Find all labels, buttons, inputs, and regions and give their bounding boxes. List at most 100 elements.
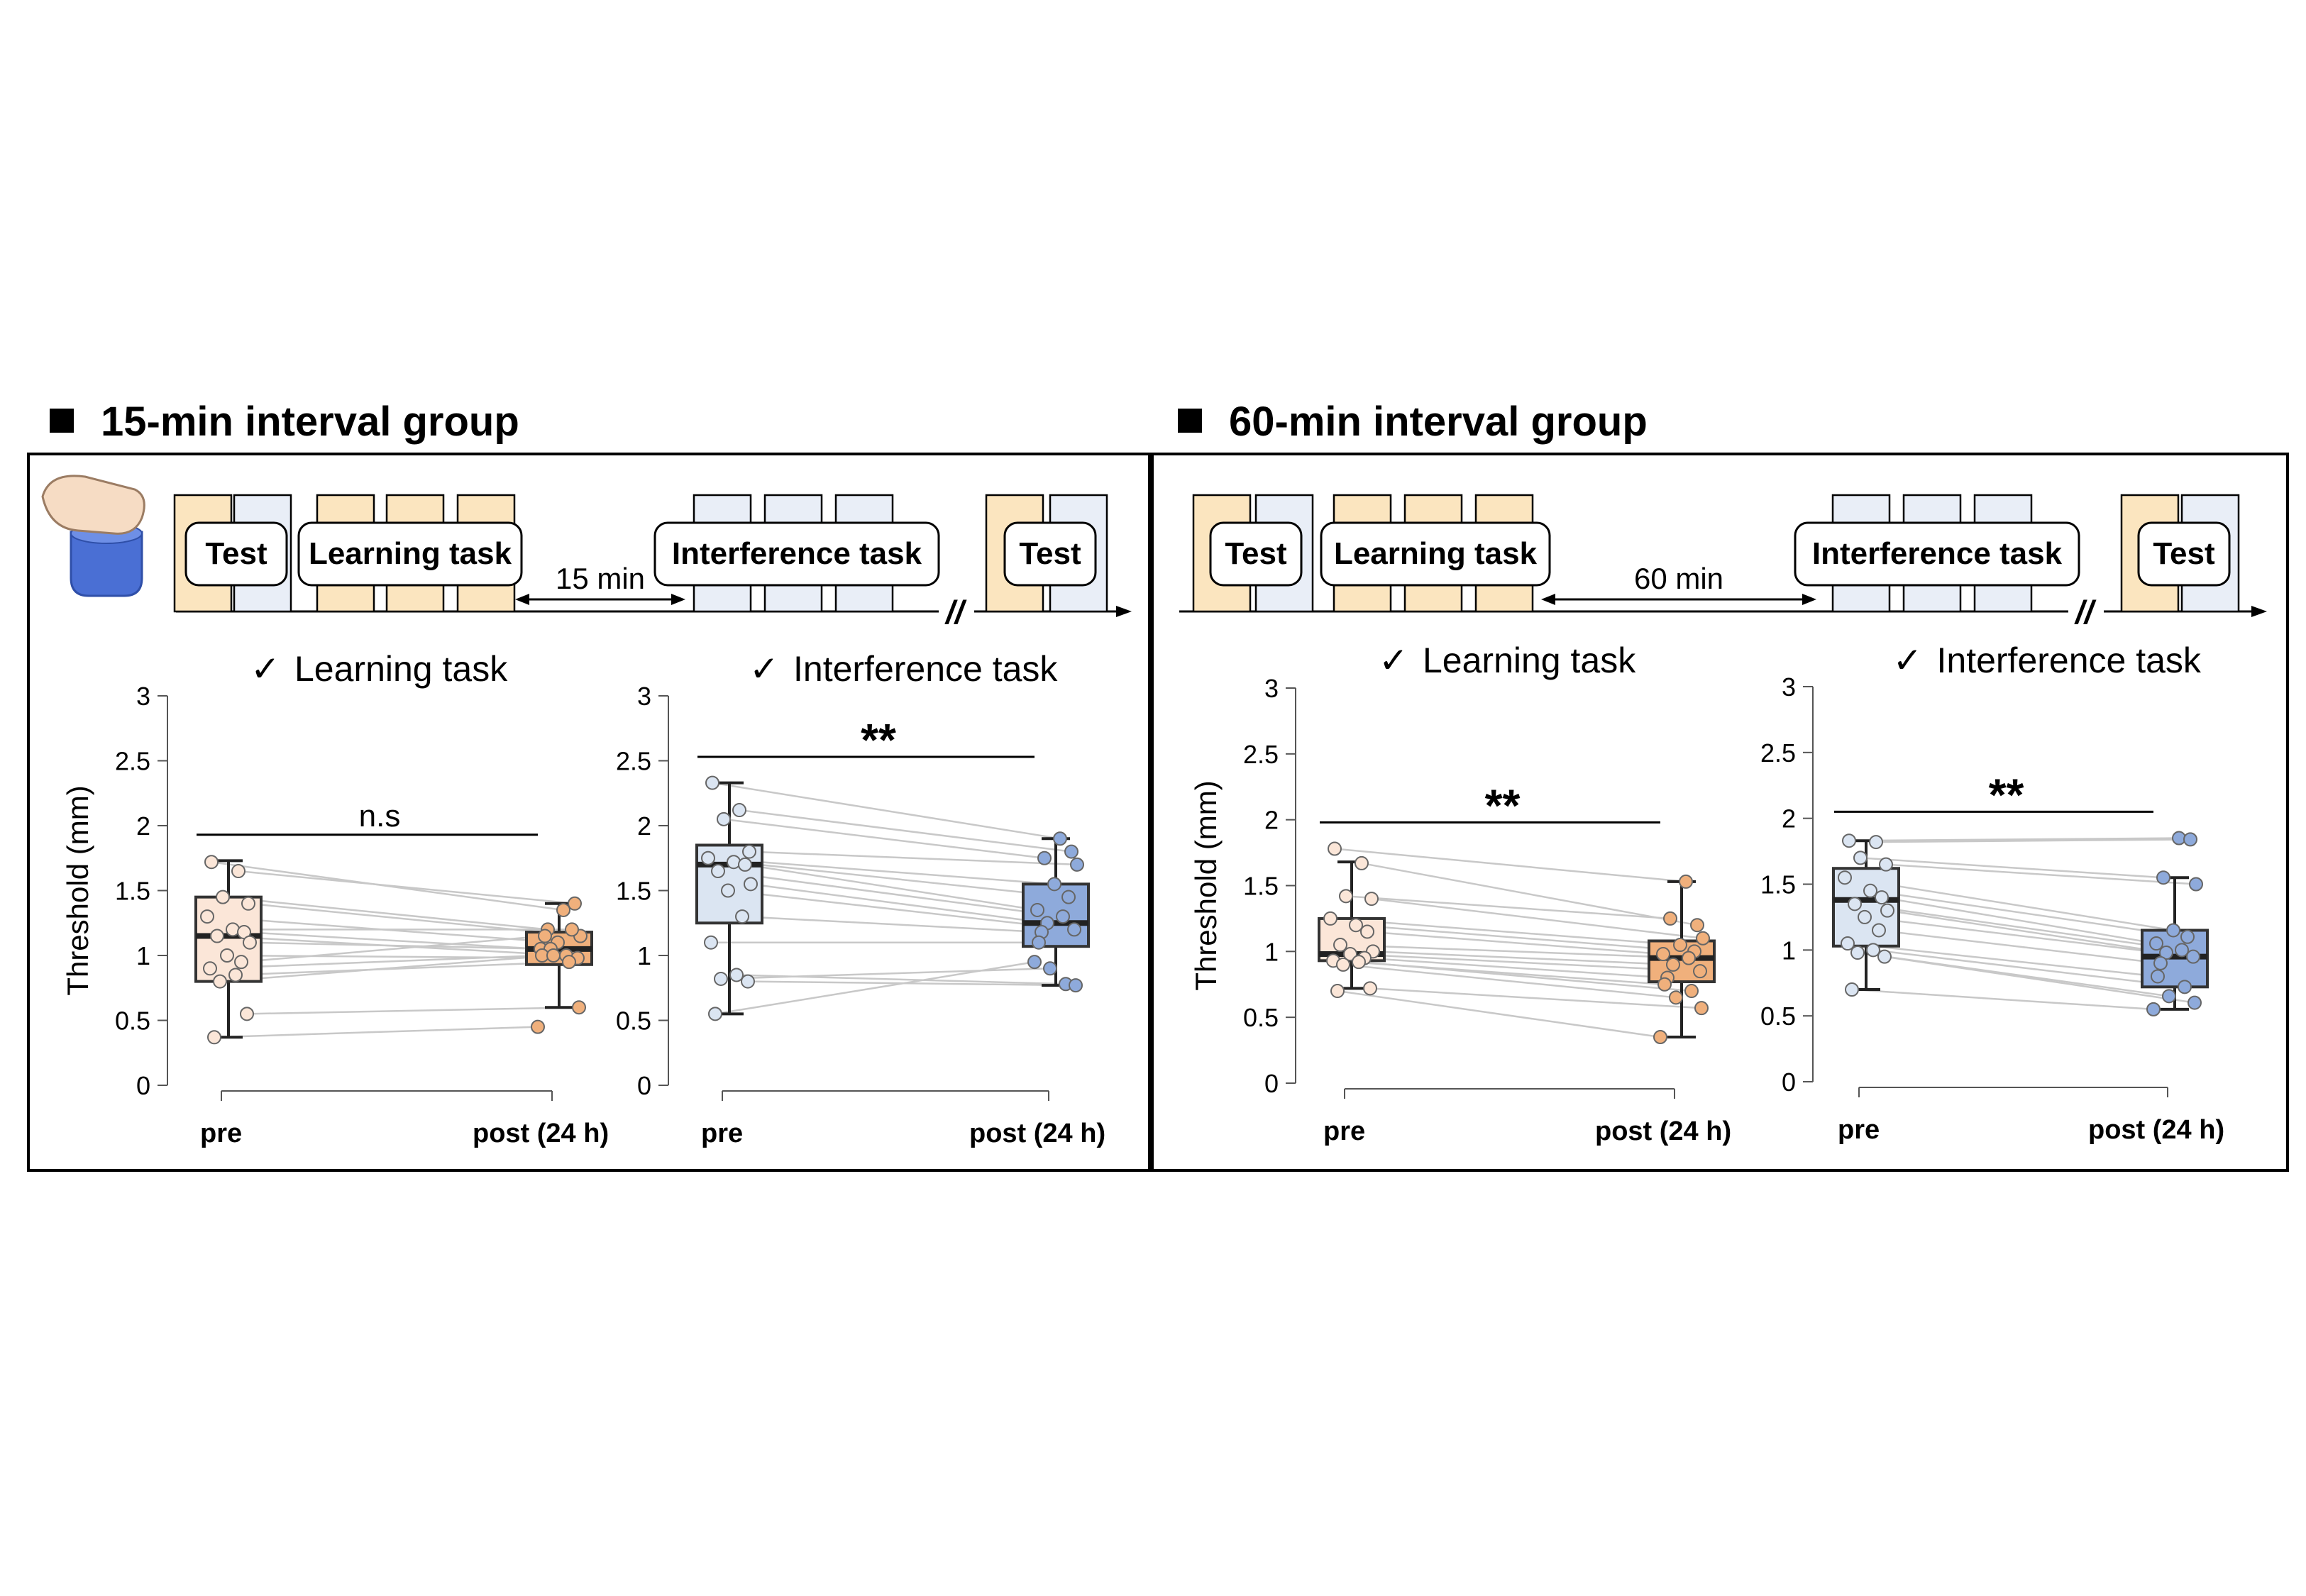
y-tick-label: 1 bbox=[136, 941, 150, 970]
paired-line bbox=[248, 902, 581, 937]
data-point-pre bbox=[1877, 949, 1892, 964]
paired-line bbox=[1864, 916, 2194, 958]
data-point-pre bbox=[1323, 911, 1337, 926]
paired-line bbox=[1361, 862, 1698, 926]
check-icon: ✓ bbox=[1379, 641, 1408, 680]
header-square-icon bbox=[1178, 409, 1202, 433]
header-square-icon bbox=[50, 409, 74, 433]
test-label-1-box bbox=[1209, 521, 1303, 587]
paired-line bbox=[715, 960, 1035, 1015]
y-tick-label: 0.5 bbox=[115, 1007, 150, 1036]
data-point-pre bbox=[243, 935, 257, 950]
x-tick-label: pre bbox=[1323, 1116, 1365, 1146]
data-point-pre bbox=[711, 864, 725, 879]
test-label-1-box bbox=[184, 521, 288, 587]
significance-label: ** bbox=[1485, 780, 1521, 831]
y-tick-label: 3 bbox=[1264, 674, 1279, 703]
chart-learning: ✓ Learning task 3 2.5 2 1.5 1 0.5 0 Threshold (mm… bbox=[1189, 641, 1731, 1146]
x-tick-label: post (24 h) bbox=[473, 1119, 609, 1148]
check-icon: ✓ bbox=[749, 649, 779, 689]
data-point-post bbox=[2153, 955, 2168, 970]
timeline-arrowhead bbox=[1116, 606, 1132, 617]
data-point-pre bbox=[1875, 890, 1889, 905]
data-point-post bbox=[1070, 857, 1084, 872]
data-point-post bbox=[568, 896, 582, 911]
data-point-pre bbox=[200, 909, 214, 924]
y-tick-label: 2 bbox=[1782, 804, 1796, 833]
data-point-pre bbox=[1328, 841, 1342, 856]
data-point-pre bbox=[729, 968, 744, 982]
test-label-1: Test bbox=[205, 536, 267, 571]
interference-task-label-box bbox=[653, 521, 940, 587]
paired-line bbox=[1854, 903, 2183, 951]
data-point-post bbox=[2178, 980, 2192, 994]
data-point-post bbox=[1069, 978, 1083, 993]
interval-label: 15 min bbox=[556, 562, 645, 595]
interference-task-label: Interference task bbox=[1812, 536, 2063, 571]
significance-label: n.s bbox=[359, 799, 401, 833]
chart-title: Interference task bbox=[793, 649, 1058, 689]
paired-line bbox=[747, 980, 1076, 987]
paired-line bbox=[1847, 942, 2158, 977]
data-point-pre bbox=[704, 935, 718, 950]
x-tick-label: post (24 h) bbox=[969, 1119, 1105, 1148]
break-mark: // bbox=[944, 594, 967, 631]
data-point-pre bbox=[717, 811, 731, 826]
data-point-post bbox=[1656, 947, 1670, 962]
y-tick-label: 2.5 bbox=[115, 747, 150, 776]
y-tick-label: 1 bbox=[637, 941, 651, 970]
test-label-2-box bbox=[1003, 521, 1097, 587]
data-point-post bbox=[1696, 931, 1710, 946]
data-point-post bbox=[2162, 989, 2176, 1004]
check-icon: ✓ bbox=[250, 649, 280, 689]
data-point-pre bbox=[220, 948, 234, 963]
interval-arrowhead-left bbox=[1541, 594, 1555, 605]
data-point-pre bbox=[204, 855, 219, 870]
paired-line bbox=[1875, 838, 2191, 843]
data-point-post bbox=[1657, 977, 1672, 992]
panel-title: 60-min interval group bbox=[1229, 399, 1648, 445]
interval-arrowhead-right bbox=[1802, 594, 1816, 605]
data-point-post bbox=[1067, 922, 1081, 937]
data-point-post bbox=[1693, 964, 1707, 979]
data-point-post bbox=[1043, 961, 1057, 976]
paired-line bbox=[241, 935, 546, 963]
data-point-pre bbox=[1866, 943, 1880, 958]
paired-line bbox=[733, 860, 1069, 898]
y-tick-label: 0 bbox=[1782, 1068, 1796, 1097]
data-point-pre bbox=[732, 803, 746, 818]
data-point-pre bbox=[714, 971, 728, 986]
learning-task-label-box bbox=[1320, 521, 1551, 587]
data-point-pre bbox=[1352, 955, 1366, 970]
data-point-pre bbox=[1838, 870, 1852, 885]
paired-line bbox=[243, 931, 541, 951]
y-tick-label: 1 bbox=[1264, 937, 1279, 966]
data-point-post bbox=[1682, 951, 1696, 965]
data-point-post bbox=[2186, 949, 2200, 964]
paired-line bbox=[717, 870, 1064, 918]
data-point-pre bbox=[705, 775, 719, 790]
data-point-pre bbox=[1339, 889, 1353, 904]
interval-label: 60 min bbox=[1634, 562, 1723, 595]
paired-line bbox=[1371, 897, 1704, 940]
data-point-post bbox=[2146, 1002, 2161, 1016]
data-point-post bbox=[1669, 990, 1683, 1005]
chart-title: Interference task bbox=[1937, 641, 2202, 680]
data-point-pre bbox=[1349, 918, 1363, 933]
paired-line bbox=[1355, 924, 1695, 953]
data-point-post bbox=[1690, 918, 1704, 933]
paired-line bbox=[723, 818, 1045, 859]
data-point-post bbox=[562, 955, 576, 970]
x-tick-label: pre bbox=[1838, 1115, 1880, 1145]
test-label-2-box bbox=[2137, 521, 2231, 587]
break-gap bbox=[2068, 602, 2104, 621]
y-tick-label: 0.5 bbox=[1760, 1002, 1796, 1031]
timeline-arrowhead bbox=[2251, 606, 2267, 617]
chart-interference: ✓ Interference task 3 2.5 2 1.5 1 0.5 0 pre post (… bbox=[1760, 641, 2224, 1145]
data-point-pre bbox=[744, 877, 758, 892]
data-point-pre bbox=[216, 890, 230, 904]
chart-interference: ✓ Interference task 3 2.5 2 1.5 1 0.5 0 pre post (… bbox=[616, 649, 1105, 1148]
data-point-post bbox=[1027, 955, 1042, 970]
paired-line bbox=[1872, 949, 2185, 988]
interference-task-label: Interference task bbox=[672, 536, 922, 571]
